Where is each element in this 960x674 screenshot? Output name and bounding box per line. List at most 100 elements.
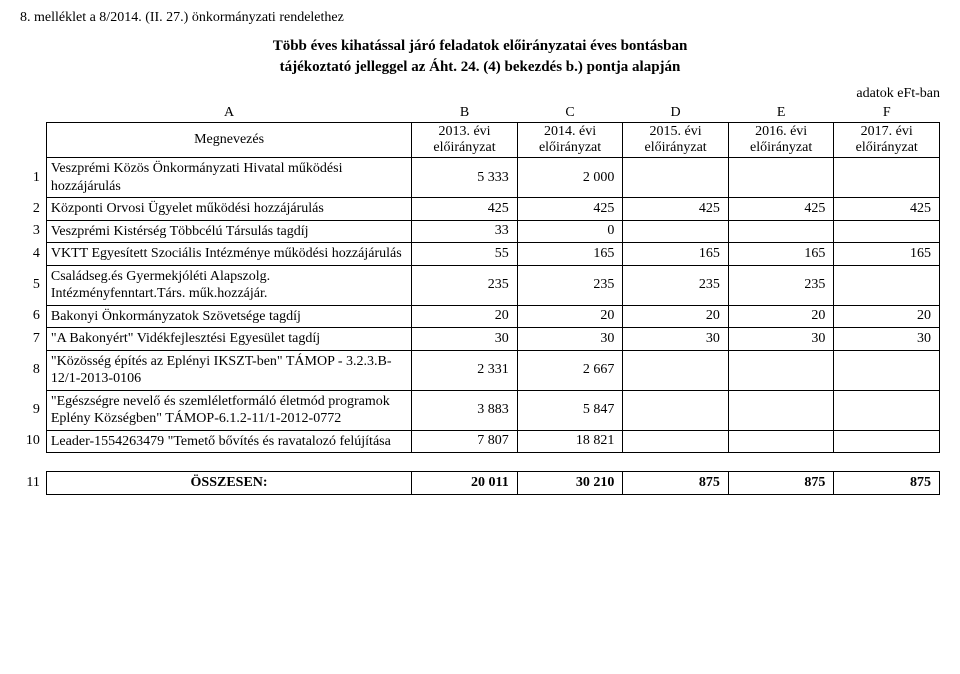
row-value [834,158,940,198]
row-value: 425 [412,198,518,221]
row-value [834,430,940,453]
row-name: VKTT Egyesített Szociális Intézménye műk… [46,243,411,266]
col-letter: E [728,104,834,123]
row-value: 30 [623,328,729,351]
row-value: 235 [412,265,518,305]
row-name: Családseg.és Gyermekjóléti Alapszolg. In… [46,265,411,305]
row-name: "Egészségre nevelő és szemléletformáló é… [46,390,411,430]
year-header: 2017. évi előirányzat [834,123,940,158]
row-value: 235 [517,265,623,305]
total-value: 875 [623,472,729,495]
row-value: 425 [728,198,834,221]
row-value: 165 [834,243,940,266]
title-block: Több éves kihatással járó feladatok elői… [20,36,940,78]
table-row: 2Központi Orvosi Ügyelet működési hozzáj… [20,198,940,221]
row-value [834,220,940,243]
col-letter: C [517,104,623,123]
column-letter-row: A B C D E F [20,104,940,123]
row-value [728,390,834,430]
row-number: 10 [20,430,46,453]
row-number: 11 [20,472,46,495]
row-number: 3 [20,220,46,243]
row-value: 30 [412,328,518,351]
total-label: ÖSSZESEN: [46,472,411,495]
table-row: 8"Közösség építés az Eplényi IKSZT-ben" … [20,350,940,390]
row-value: 7 807 [412,430,518,453]
row-value: 20 [834,305,940,328]
row-value: 165 [728,243,834,266]
row-number: 9 [20,390,46,430]
units-label: adatok eFt-ban [20,86,940,102]
row-value: 30 [728,328,834,351]
row-value: 20 [623,305,729,328]
row-value [623,430,729,453]
row-value: 30 [517,328,623,351]
row-name: Bakonyi Önkormányzatok Szövetsége tagdíj [46,305,411,328]
year-header-line2: előirányzat [856,140,918,155]
blank-cell [20,104,46,123]
appropriations-table: A B C D E F Megnevezés 2013. évi előirán… [20,104,940,495]
row-value: 2 667 [517,350,623,390]
row-name: Központi Orvosi Ügyelet működési hozzájá… [46,198,411,221]
row-name: Veszprémi Kistérség Többcélú Társulás ta… [46,220,411,243]
title-line-2: tájékoztató jelleggel az Áht. 24. (4) be… [20,57,940,78]
year-header-line1: 2015. évi [650,124,702,139]
row-number: 5 [20,265,46,305]
year-header-line1: 2013. évi [438,124,490,139]
year-header-line1: 2014. évi [544,124,596,139]
column-header-row: Megnevezés 2013. évi előirányzat 2014. é… [20,123,940,158]
row-value: 20 [517,305,623,328]
year-header-line2: előirányzat [433,140,495,155]
attachment-header: 8. melléklet a 8/2014. (II. 27.) önkormá… [20,10,940,26]
row-value: 20 [412,305,518,328]
table-row: 9"Egészségre nevelő és szemléletformáló … [20,390,940,430]
row-name: "A Bakonyért" Vidékfejlesztési Egyesület… [46,328,411,351]
row-value [623,158,729,198]
row-number: 1 [20,158,46,198]
row-value [834,265,940,305]
row-value [834,350,940,390]
col-letter: A [46,104,411,123]
table-row: 5Családseg.és Gyermekjóléti Alapszolg. I… [20,265,940,305]
table-row: 7"A Bakonyért" Vidékfejlesztési Egyesüle… [20,328,940,351]
table-row: 6Bakonyi Önkormányzatok Szövetsége tagdí… [20,305,940,328]
row-value: 5 333 [412,158,518,198]
name-header: Megnevezés [46,123,411,158]
row-value: 425 [623,198,729,221]
row-value: 0 [517,220,623,243]
total-value: 30 210 [517,472,623,495]
row-value: 165 [623,243,729,266]
row-value [623,220,729,243]
row-value [728,220,834,243]
total-value: 875 [728,472,834,495]
spacer-row [20,453,940,472]
row-value: 2 331 [412,350,518,390]
col-letter: F [834,104,940,123]
row-value: 235 [623,265,729,305]
year-header: 2016. évi előirányzat [728,123,834,158]
row-value: 5 847 [517,390,623,430]
year-header-line1: 2017. évi [861,124,913,139]
row-value [728,158,834,198]
row-name: "Közösség építés az Eplényi IKSZT-ben" T… [46,350,411,390]
col-letter: B [412,104,518,123]
col-letter: D [623,104,729,123]
row-value: 30 [834,328,940,351]
row-name: Veszprémi Közös Önkormányzati Hivatal mű… [46,158,411,198]
row-value: 425 [517,198,623,221]
year-header-line1: 2016. évi [755,124,807,139]
row-value [834,390,940,430]
row-number: 2 [20,198,46,221]
table-row: 1Veszprémi Közös Önkormányzati Hivatal m… [20,158,940,198]
table-row: 10Leader-1554263479 "Temető bővítés és r… [20,430,940,453]
row-value: 2 000 [517,158,623,198]
total-value: 875 [834,472,940,495]
row-value [728,430,834,453]
title-line-1: Több éves kihatással járó feladatok elői… [20,36,940,57]
row-value: 55 [412,243,518,266]
row-value: 3 883 [412,390,518,430]
total-row: 11 ÖSSZESEN: 20 011 30 210 875 875 875 [20,472,940,495]
table-row: 3Veszprémi Kistérség Többcélú Társulás t… [20,220,940,243]
row-value: 235 [728,265,834,305]
row-value: 20 [728,305,834,328]
